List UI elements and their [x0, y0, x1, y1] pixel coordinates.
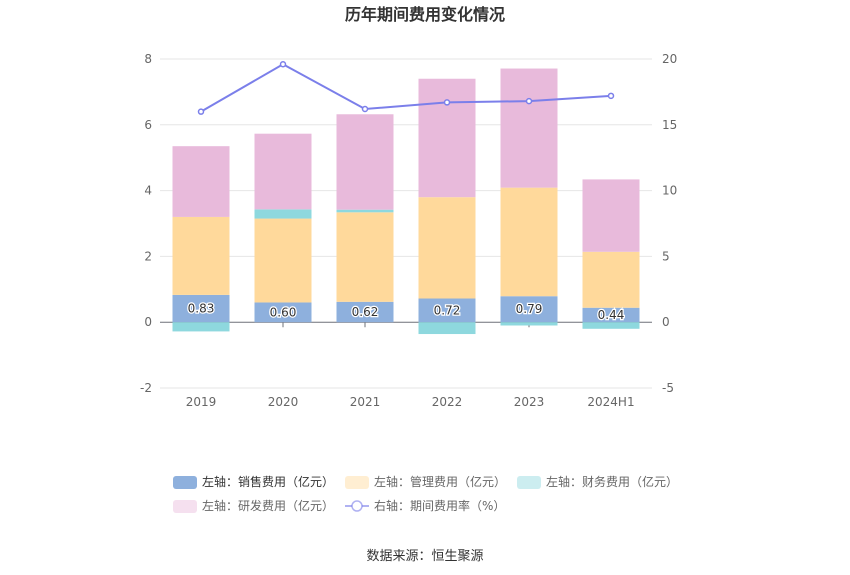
rate-point: [443, 99, 451, 106]
y-left-tick-label: -2: [140, 381, 152, 395]
bar-segment: [418, 197, 476, 299]
legend-item[interactable]: 左轴：管理费用（亿元）: [345, 474, 506, 489]
rate-line-path: [200, 63, 612, 113]
bar-value-label: 0.83: [188, 302, 215, 316]
x-tick-label: 2024H1: [587, 395, 634, 409]
legend-item[interactable]: 左轴：财务费用（亿元）: [517, 474, 678, 489]
bar-segment: [254, 302, 312, 323]
bar-segment: [500, 322, 558, 326]
rate-point: [279, 61, 287, 68]
legend-swatch: [345, 476, 369, 489]
bar-segment: [500, 68, 558, 188]
x-tick-label: 2020: [268, 395, 299, 409]
legend[interactable]: 左轴：销售费用（亿元） 左轴：管理费用（亿元） 左轴：财务费用（亿元） 左轴：研发费用…: [173, 474, 678, 513]
y-right-tick-label: -5: [662, 381, 674, 395]
data-source: 数据来源：恒生聚源: [366, 549, 483, 564]
y-left-tick-label: 2: [144, 249, 152, 263]
bar-segment: [582, 251, 640, 308]
bar-segment: [254, 133, 312, 210]
bars: [172, 68, 640, 335]
bar-segment: [418, 298, 476, 323]
bar-segment: [582, 307, 640, 323]
bar-segment: [172, 322, 230, 332]
y-left-tick-label: 6: [144, 118, 152, 132]
bar-value-label: 0.60: [270, 305, 297, 319]
bar-segment: [418, 322, 476, 335]
legend-label: 左轴：财务费用（亿元）: [546, 474, 678, 489]
bar-segment: [172, 216, 230, 295]
x-tick-label: 2022: [432, 395, 463, 409]
bar-segment: [254, 209, 312, 219]
bar-segment: [172, 146, 230, 217]
legend-swatch: [173, 500, 197, 513]
legend-item[interactable]: 左轴：研发费用（亿元）: [173, 498, 334, 513]
legend-label: 右轴：期间费用率（%）: [374, 498, 505, 513]
bar-value-label: 0.44: [598, 308, 625, 322]
legend-label: 左轴：研发费用（亿元）: [202, 498, 334, 513]
y-left-tick-label: 0: [144, 315, 152, 329]
x-tick-label: 2021: [350, 395, 381, 409]
x-tick-label: 2019: [186, 395, 217, 409]
y-left-tick-label: 4: [144, 184, 152, 198]
x-tick-label: 2023: [514, 395, 545, 409]
rate-point: [361, 105, 369, 113]
axes: -2 0 2 4 6 8 -5 0 5 10 15 20 2019 2020 2021 2022 2023 202…: [140, 52, 677, 409]
y-right-tick-label: 0: [662, 315, 670, 329]
rate-point: [197, 108, 205, 115]
bar-segment: [336, 212, 394, 302]
grid: [160, 58, 652, 389]
legend-marker: [351, 500, 363, 512]
bar-segment: [336, 114, 394, 210]
rate-line: [197, 61, 615, 115]
bar-segment: [172, 294, 230, 323]
bar-segment: [500, 187, 558, 297]
legend-swatch: [517, 476, 541, 489]
bar-segment: [500, 296, 558, 323]
bar-labels: 0.83 0.60 0.62 0.72 0.79 0.44: [186, 300, 625, 323]
bar-segment: [336, 209, 394, 213]
y-left-tick-label: 8: [144, 52, 152, 66]
bar-value-label: 0.72: [434, 303, 461, 317]
bar-segment: [582, 179, 640, 252]
chart-title: 历年期间费用变化情况: [345, 5, 505, 24]
bar-segment: [336, 301, 394, 323]
bar-segment: [418, 78, 476, 198]
legend-item[interactable]: 左轴：销售费用（亿元）: [173, 474, 334, 489]
legend-item[interactable]: 右轴：期间费用率（%）: [345, 498, 505, 513]
bar-segment: [254, 218, 312, 303]
y-right-tick-label: 10: [662, 184, 677, 198]
rate-point: [607, 92, 615, 100]
legend-swatch: [173, 476, 197, 489]
y-right-tick-label: 5: [662, 249, 670, 263]
y-right-tick-label: 15: [662, 118, 677, 132]
rate-point: [525, 97, 533, 105]
legend-label: 左轴：销售费用（亿元）: [202, 474, 334, 489]
bar-value-label: 0.62: [352, 305, 379, 319]
y-right-tick-label: 20: [662, 52, 677, 66]
legend-label: 左轴：管理费用（亿元）: [374, 474, 506, 489]
bar-segment: [582, 322, 640, 329]
bar-value-label: 0.79: [516, 302, 543, 316]
